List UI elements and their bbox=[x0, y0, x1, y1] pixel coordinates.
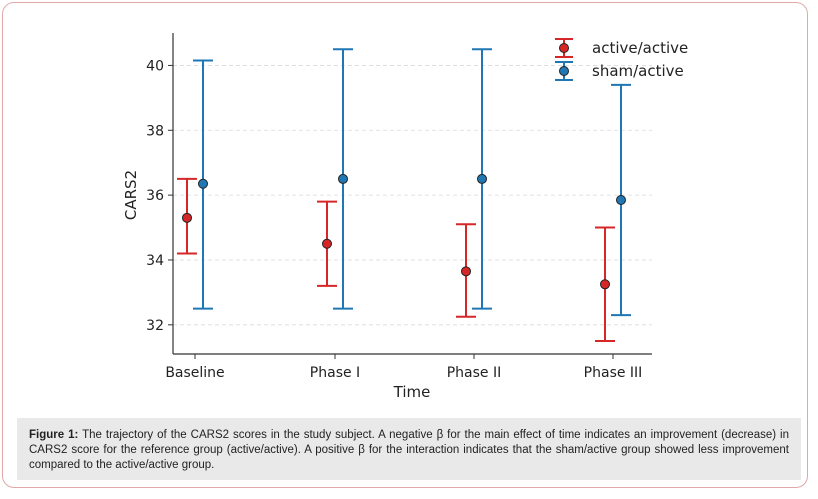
caption-label: Figure 1: bbox=[29, 429, 79, 441]
data-point bbox=[338, 173, 348, 184]
legend-label: active/active bbox=[592, 39, 688, 57]
chart-marks bbox=[177, 48, 631, 343]
data-point bbox=[461, 266, 471, 277]
axis-labels: Time CARS2 bbox=[122, 170, 430, 401]
figure-caption: Figure 1: The trajectory of the CARS2 sc… bbox=[17, 418, 801, 480]
x-tick-label: Phase II bbox=[447, 365, 502, 381]
gridlines bbox=[173, 65, 652, 326]
data-point bbox=[477, 173, 487, 184]
legend: active/active sham/active bbox=[555, 38, 688, 81]
figure-frame bbox=[2, 2, 808, 488]
legend-entry: sham/active bbox=[555, 61, 684, 81]
y-tick-label: 32 bbox=[146, 318, 164, 334]
y-tick-label: 36 bbox=[146, 188, 164, 204]
x-tick-label: Phase III bbox=[584, 365, 643, 381]
x-tick-label: Baseline bbox=[165, 365, 224, 381]
y-tick-label: 34 bbox=[146, 253, 164, 269]
y-axis-label: CARS2 bbox=[122, 170, 140, 220]
x-axis-label: Time bbox=[393, 383, 431, 401]
x-tick-label: Phase I bbox=[310, 365, 360, 381]
data-point bbox=[198, 178, 208, 189]
data-point bbox=[600, 279, 610, 290]
legend-swatch-point bbox=[559, 66, 569, 76]
data-point bbox=[616, 194, 626, 205]
legend-label: sham/active bbox=[592, 62, 684, 80]
legend-entry: active/active bbox=[555, 38, 688, 58]
data-point bbox=[182, 212, 192, 223]
axes: 32 34 36 38 40 Baseline Phase I Phase II Phase I… bbox=[146, 33, 652, 381]
y-tick-label: 40 bbox=[146, 58, 164, 74]
y-tick-label: 38 bbox=[146, 123, 164, 139]
legend-swatch-point bbox=[559, 43, 569, 53]
data-point bbox=[322, 238, 332, 249]
chart: 32 34 36 38 40 Baseline Phase I Phase II Phase I… bbox=[122, 33, 688, 401]
caption-text: The trajectory of the CARS2 scores in th… bbox=[29, 429, 789, 471]
